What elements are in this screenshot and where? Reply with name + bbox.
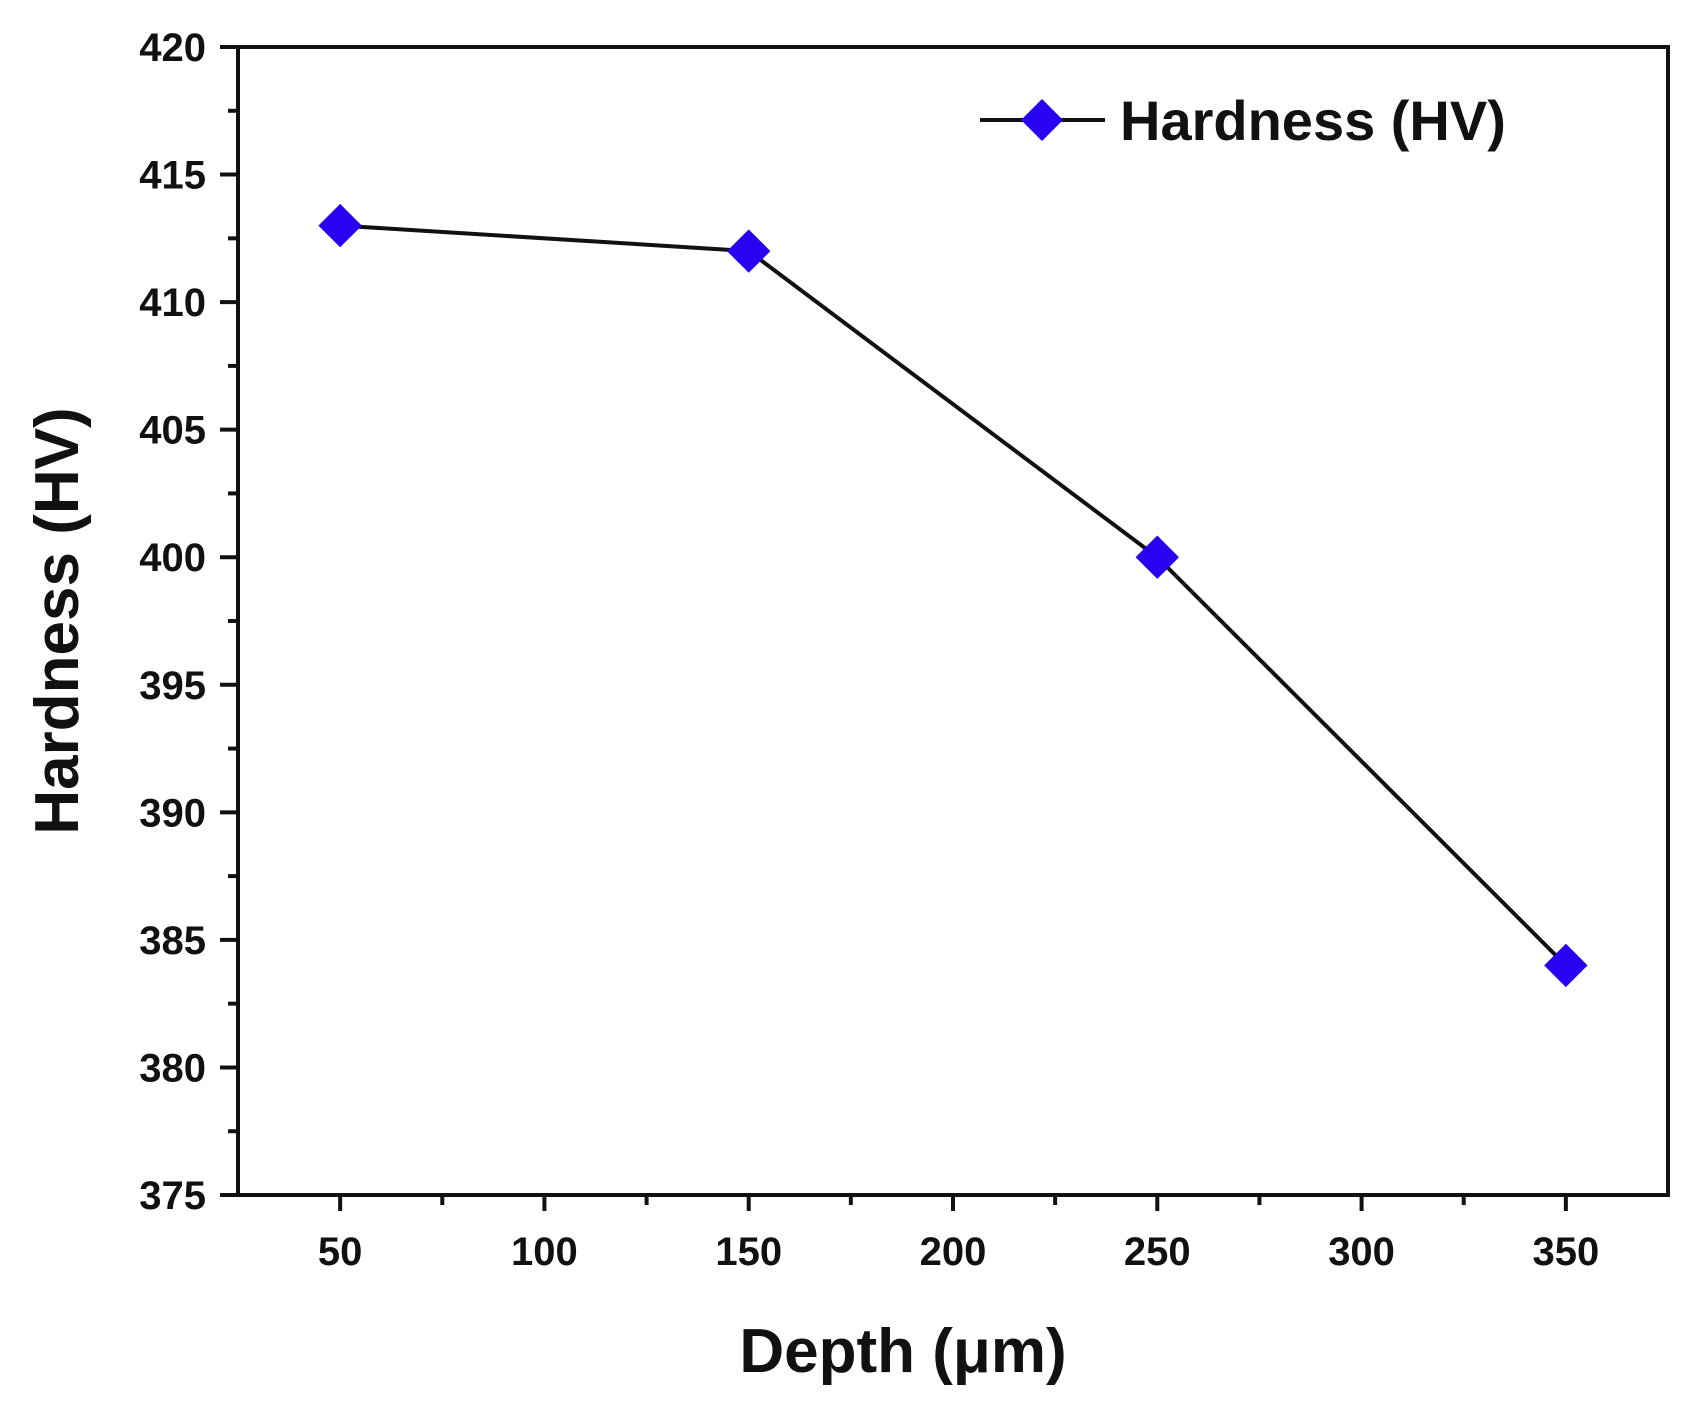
x-tick-label: 350 [1532,1230,1599,1274]
series-layer [318,203,1588,988]
y-tick-label: 400 [139,536,206,580]
tick-labels: 50 100 150 200 250 300 350 375 380 385 390 395 400 40… [139,26,1599,1274]
y-tick-label: 415 [139,154,206,198]
legend-diamond-marker [1021,99,1063,141]
y-tick-label: 395 [139,664,206,708]
data-point-diamond [318,203,362,248]
legend-label: Hardness (HV) [1120,89,1506,152]
data-point-diamond [1135,535,1179,579]
x-tick-label: 150 [715,1230,782,1274]
series-line [340,223,1568,967]
y-tick-label: 405 [139,409,206,453]
y-tick-label: 410 [139,281,206,325]
x-tick-label: 300 [1328,1230,1395,1274]
x-tick-label: 50 [318,1230,363,1274]
x-tick-label: 250 [1124,1230,1191,1274]
y-tick-label: 420 [139,26,206,70]
data-point-diamond [1544,943,1588,988]
y-tick-label: 375 [139,1174,206,1218]
y-axis-title: Hardness (HV) [23,407,92,834]
x-tick-label: 200 [920,1230,987,1274]
y-tick-label: 385 [139,919,206,963]
data-point-diamond [727,229,771,273]
legend: Hardness (HV) [980,89,1506,152]
plot-frame [236,45,1670,1197]
y-tick-label: 390 [139,791,206,835]
x-axis-title: Depth (μm) [739,1317,1066,1386]
y-tick-label: 380 [139,1046,206,1090]
x-tick-label: 100 [511,1230,578,1274]
